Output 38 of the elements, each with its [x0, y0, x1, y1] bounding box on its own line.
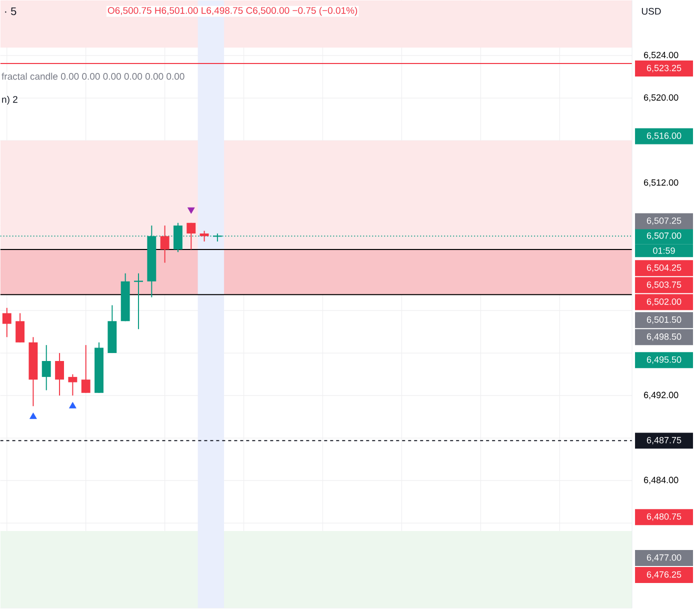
candlestick [81, 344, 90, 394]
text: 6,503.75 [646, 281, 682, 289]
candlestick [133, 272, 144, 330]
ref-line-label: 6,507.00 [646, 232, 682, 240]
y-tick-label: 6,520.00 [644, 94, 678, 102]
y-tick-label: 6,492.00 [644, 392, 678, 400]
point [69, 402, 76, 408]
annotation: n) 2 [2, 96, 18, 105]
point [30, 412, 37, 420]
y-tick-label: 6,512.00 [644, 179, 678, 187]
text: 6,504.25 [646, 264, 682, 272]
text: 6,477.00 [646, 554, 682, 562]
candlestick [200, 230, 209, 242]
candlestick [2, 307, 12, 338]
y-tick-label: 6,484.00 [644, 476, 678, 484]
candlestick [55, 352, 64, 396]
text: 6,498.50 [646, 333, 682, 341]
candlestick [16, 312, 25, 343]
candlestick [186, 222, 196, 250]
text: 6,516.00 [646, 132, 682, 140]
text: 6,507.25 [646, 218, 682, 225]
ref-line-label: 6,487.75 [646, 437, 682, 444]
text: · 5 [5, 8, 16, 16]
candlestick [42, 344, 51, 391]
annotation: O6,500.75 H6,501.00 L6,498.75 C6,500.00 −0.75 (−0.01%) [108, 6, 358, 16]
candlestick [160, 225, 170, 264]
text: 6,480.75 [646, 513, 682, 521]
text: 6,476.25 [646, 571, 682, 579]
text: USD [642, 8, 661, 15]
annotation: fractal candle 0.00 0.00 0.00 0.00 0.00 0.00 [2, 72, 184, 80]
text: 6,501.50 [646, 316, 682, 324]
ref-line-label: 6,523.25 [646, 64, 682, 72]
text: 01:59 [653, 248, 675, 254]
y-tick-label: 6,524.00 [644, 52, 678, 60]
point [187, 207, 195, 214]
text: 6,495.50 [646, 356, 682, 364]
text: 6,502.00 [646, 298, 682, 306]
candlestick [68, 374, 78, 396]
